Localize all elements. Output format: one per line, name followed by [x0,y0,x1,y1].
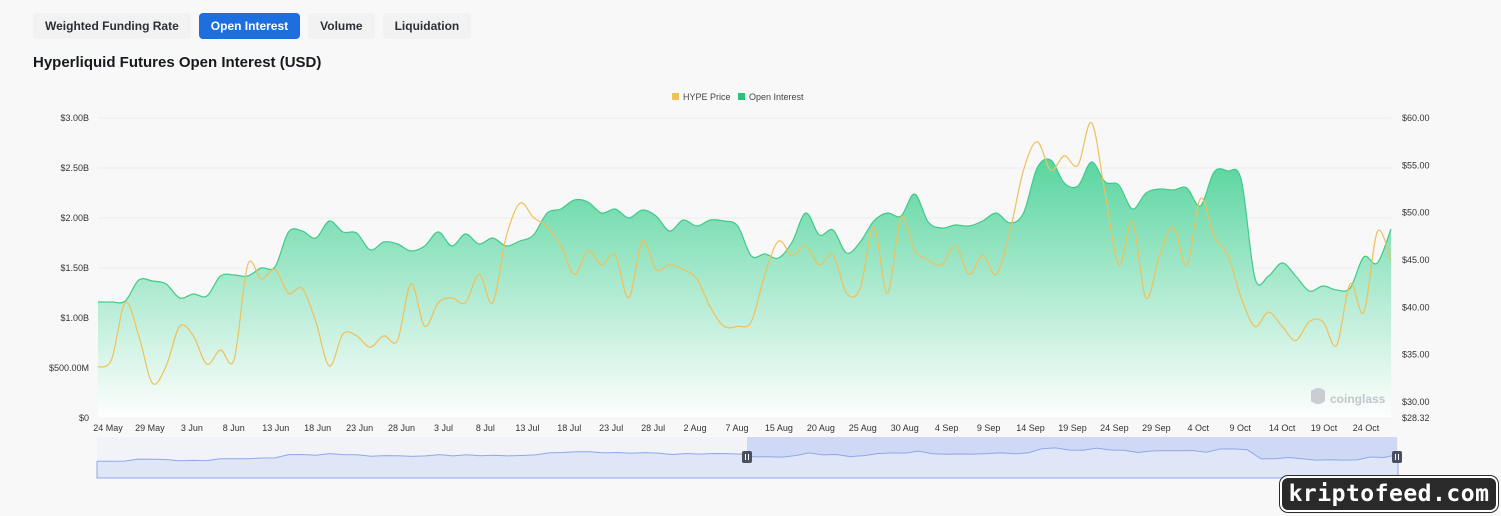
x-tick-label: 18 Jul [557,423,581,433]
x-tick-label: 24 May [93,423,123,433]
y-right-tick-label: $40.00 [1402,302,1430,312]
x-tick-label: 24 Oct [1353,423,1380,433]
x-tick-label: 13 Jul [515,423,539,433]
y-left-tick-label: $2.50B [60,163,89,173]
y-axis-left: $0 $500.00M $1.00B $1.50B $2.00B $2.50B $3.00B [49,113,89,423]
kriptofeed-badge: kriptofeed.com [1280,476,1498,512]
coinglass-watermark: coinglass [1311,388,1386,406]
x-tick-label: 7 Aug [725,423,748,433]
chart-title: Hyperliquid Futures Open Interest (USD) [33,54,322,71]
x-tick-label: 13 Jun [262,423,289,433]
legend-swatch-open-interest [738,93,745,100]
watermark-text: coinglass [1330,392,1386,406]
y-left-tick-label: $1.00B [60,313,89,323]
y-right-tick-label: $50.00 [1402,208,1430,218]
x-tick-label: 8 Jun [223,423,245,433]
x-tick-label: 9 Sep [977,423,1001,433]
hype-price-series [97,122,1392,385]
y-left-tick-label: $1.50B [60,263,89,273]
y-right-tick-label: $60.00 [1402,113,1430,123]
x-tick-label: 14 Oct [1269,423,1296,433]
x-tick-label: 8 Jul [476,423,495,433]
x-tick-label: 19 Sep [1058,423,1087,433]
legend-label-open-interest: Open Interest [749,92,804,102]
tab-open-interest[interactable]: Open Interest [198,13,301,39]
legend-label-hype-price: HYPE Price [683,92,731,102]
y-right-tick-label: $28.32 [1402,413,1430,423]
x-tick-label: 19 Oct [1311,423,1338,433]
y-right-tick-label: $30.00 [1402,397,1430,407]
y-right-tick-label: $45.00 [1402,255,1430,265]
x-tick-label: 15 Aug [765,423,793,433]
coinglass-logo-icon [1311,388,1325,404]
open-interest-line [97,158,1392,304]
navigator-left-handle[interactable] [742,451,752,463]
x-tick-label: 3 Jun [181,423,203,433]
y-left-tick-label: $3.00B [60,113,89,123]
x-tick-label: 28 Jul [641,423,665,433]
x-tick-label: 23 Jul [599,423,623,433]
x-tick-label: 2 Aug [684,423,707,433]
x-tick-label: 30 Aug [891,423,919,433]
tab-liquidation[interactable]: Liquidation [382,13,472,39]
open-interest-series [97,158,1392,418]
x-axis: 24 May 29 May 3 Jun 8 Jun 13 Jun 18 Jun 23 Jun… [93,423,1380,433]
y-right-tick-label: $35.00 [1402,350,1430,360]
legend-swatch-hype-price [672,93,679,100]
tab-weighted-funding-rate[interactable]: Weighted Funding Rate [33,13,191,39]
x-tick-label: 4 Sep [935,423,959,433]
legend: HYPE Price Open Interest [672,92,804,102]
x-tick-label: 23 Jun [346,423,373,433]
x-tick-label: 3 Jul [434,423,453,433]
hype-price-line [97,122,1392,385]
y-left-tick-label: $0 [79,413,89,423]
x-tick-label: 4 Oct [1188,423,1210,433]
x-tick-label: 24 Sep [1100,423,1129,433]
x-tick-label: 20 Aug [807,423,835,433]
x-tick-label: 14 Sep [1016,423,1045,433]
x-tick-label: 28 Jun [388,423,415,433]
x-tick-label: 9 Oct [1229,423,1251,433]
range-navigator [96,437,1402,479]
x-tick-label: 29 May [135,423,165,433]
x-tick-label: 25 Aug [849,423,877,433]
y-left-tick-label: $500.00M [49,363,89,373]
y-left-tick-label: $2.00B [60,213,89,223]
x-tick-label: 29 Sep [1142,423,1171,433]
tab-volume[interactable]: Volume [308,13,375,39]
chart-tabs: Weighted Funding Rate Open Interest Volu… [33,13,472,39]
open-interest-area [98,158,1391,418]
navigator-right-handle[interactable] [1392,451,1402,463]
x-tick-label: 18 Jun [304,423,331,433]
y-right-tick-label: $55.00 [1402,160,1430,170]
y-axis-right: $28.32 $30.00 $35.00 $40.00 $45.00 $50.00 $55.… [1402,113,1430,423]
